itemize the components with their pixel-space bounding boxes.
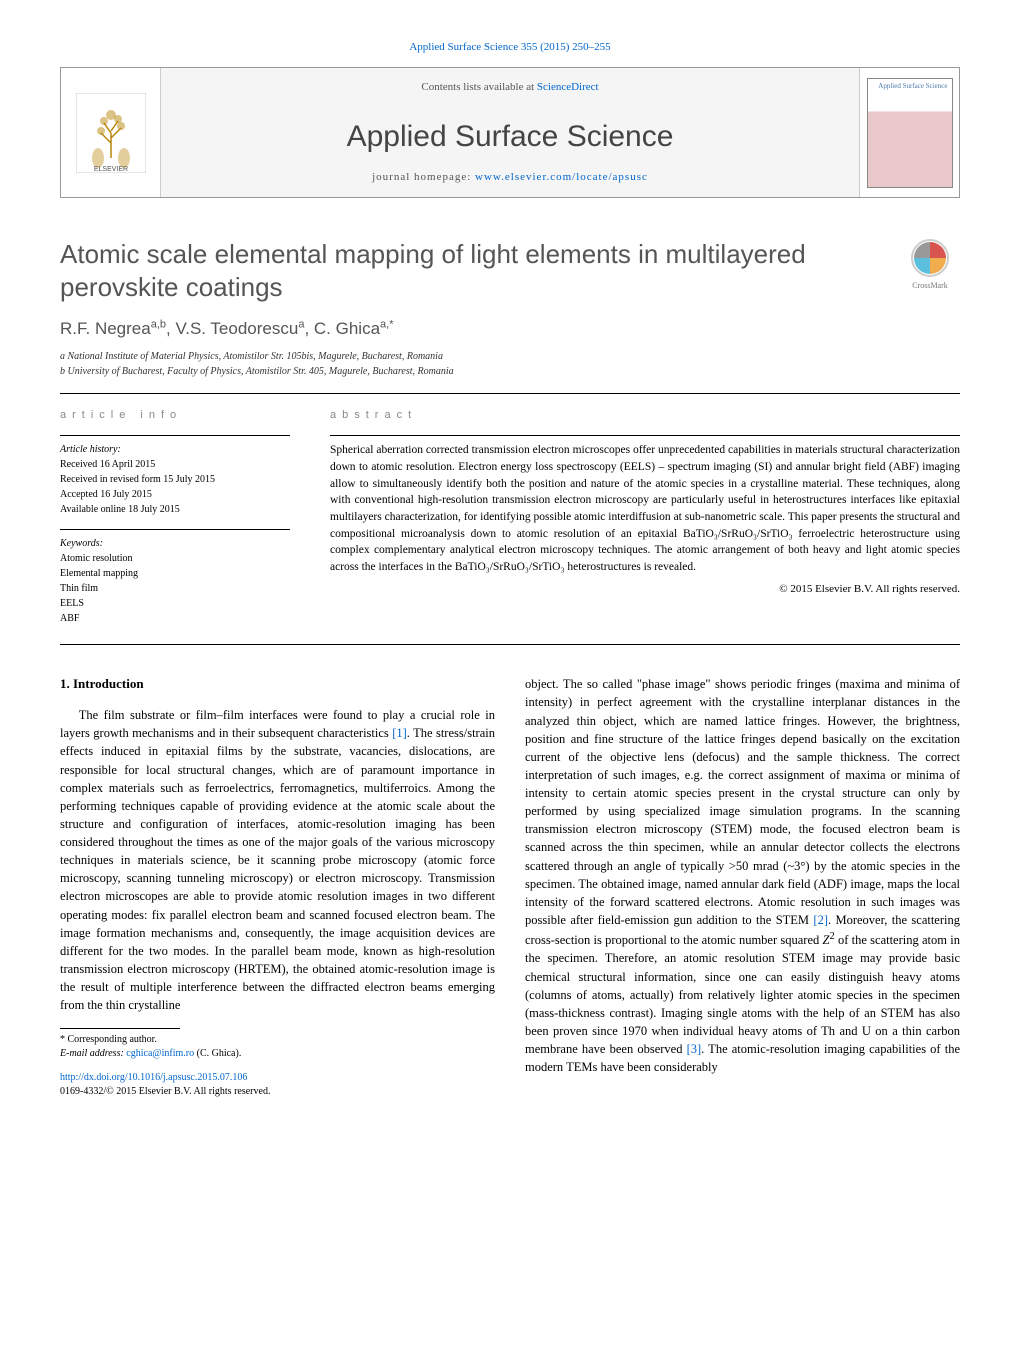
history-online: Available online 18 July 2015 (60, 502, 290, 517)
history-accepted: Accepted 16 July 2015 (60, 487, 290, 502)
contents-available: Contents lists available at ScienceDirec… (181, 80, 839, 95)
keyword-4: ABF (60, 611, 290, 626)
homepage-link[interactable]: www.elsevier.com/locate/apsusc (475, 171, 648, 183)
keyword-3: EELS (60, 596, 290, 611)
title-row: Atomic scale elemental mapping of light … (60, 238, 960, 303)
elsevier-tree-logo: ELSEVIER (76, 93, 146, 173)
abstract-body: Spherical aberration corrected transmiss… (330, 435, 960, 597)
intro-paragraph-1: The film substrate or film–film interfac… (60, 706, 495, 1014)
introduction-heading: 1. Introduction (60, 675, 495, 694)
keyword-1: Elemental mapping (60, 566, 290, 581)
author-list: R.F. Negreaa,b, V.S. Teodorescua, C. Ghi… (60, 317, 960, 341)
history-label: Article history: (60, 442, 290, 457)
info-abstract-row: article info Article history: Received 1… (60, 408, 960, 638)
doi-block: http://dx.doi.org/10.1016/j.apsusc.2015.… (60, 1071, 495, 1099)
email-line: E-mail address: cghica@infim.ro (C. Ghic… (60, 1047, 495, 1061)
keywords-block: Keywords: Atomic resolution Elemental ma… (60, 529, 290, 626)
journal-cover-cell: Applied Surface Science (859, 68, 959, 197)
abstract-column: abstract Spherical aberration corrected … (330, 408, 960, 638)
rule-bottom (60, 644, 960, 645)
article-info-label: article info (60, 408, 290, 423)
abstract-copyright: © 2015 Elsevier B.V. All rights reserved… (330, 582, 960, 597)
abstract-text: Spherical aberration corrected transmiss… (330, 442, 960, 575)
affiliations: a National Institute of Material Physics… (60, 349, 960, 379)
publisher-logo-cell: ELSEVIER (61, 68, 161, 197)
article-history-block: Article history: Received 16 April 2015 … (60, 435, 290, 517)
header-center: Contents lists available at ScienceDirec… (161, 68, 859, 197)
journal-header: ELSEVIER Contents lists available at Sci… (60, 67, 960, 198)
keyword-2: Thin film (60, 581, 290, 596)
contents-prefix: Contents lists available at (421, 81, 536, 93)
publisher-name: ELSEVIER (93, 166, 127, 173)
issn-copyright: 0169-4332/© 2015 Elsevier B.V. All right… (60, 1085, 495, 1099)
journal-citation: Applied Surface Science 355 (2015) 250–2… (60, 40, 960, 55)
ref-1-link[interactable]: [1] (392, 726, 407, 740)
cover-title: Applied Surface Science (878, 83, 947, 91)
keywords-label: Keywords: (60, 536, 290, 551)
history-revised: Received in revised form 15 July 2015 (60, 472, 290, 487)
crossmark-label: CrossMark (912, 281, 948, 290)
abstract-label: abstract (330, 408, 960, 423)
footnote-rule (60, 1028, 180, 1029)
sciencedirect-link[interactable]: ScienceDirect (537, 81, 599, 93)
intro-paragraph-2: object. The so called "phase image" show… (525, 675, 960, 1076)
doi-link[interactable]: http://dx.doi.org/10.1016/j.apsusc.2015.… (60, 1072, 247, 1083)
article-title: Atomic scale elemental mapping of light … (60, 238, 880, 303)
author-email-link[interactable]: cghica@infim.ro (126, 1048, 194, 1059)
footnote-block: * Corresponding author. E-mail address: … (60, 1028, 495, 1099)
journal-cover-thumbnail: Applied Surface Science (867, 78, 953, 188)
affiliation-b: b University of Bucharest, Faculty of Ph… (60, 364, 960, 379)
email-author-name: (C. Ghica). (194, 1048, 241, 1059)
crossmark-icon (910, 238, 950, 278)
journal-homepage: journal homepage: www.elsevier.com/locat… (181, 170, 839, 185)
article-info-column: article info Article history: Received 1… (60, 408, 290, 638)
rule-top (60, 393, 960, 394)
homepage-prefix: journal homepage: (372, 171, 475, 183)
journal-name: Applied Surface Science (181, 116, 839, 158)
email-label: E-mail address: (60, 1048, 126, 1059)
corresponding-author-note: * Corresponding author. (60, 1033, 495, 1047)
crossmark-badge[interactable]: CrossMark (900, 238, 960, 291)
ref-2-link[interactable]: [2] (813, 913, 828, 927)
body-two-column: 1. Introduction The film substrate or fi… (60, 675, 960, 1099)
affiliation-a: a National Institute of Material Physics… (60, 349, 960, 364)
history-received: Received 16 April 2015 (60, 457, 290, 472)
ref-3-link[interactable]: [3] (687, 1042, 702, 1056)
keyword-0: Atomic resolution (60, 551, 290, 566)
